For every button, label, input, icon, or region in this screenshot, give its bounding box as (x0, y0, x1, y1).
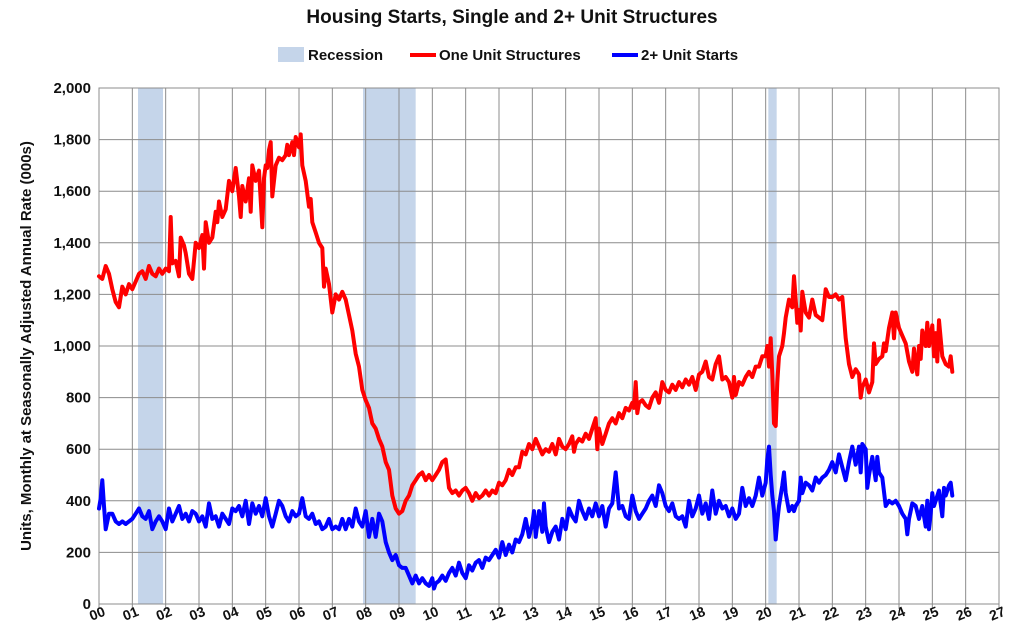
x-tick-label: 18 (687, 603, 708, 624)
x-tick-label: 02 (154, 603, 175, 624)
y-axis-label: Units, Monthly at Seasonally Adjusted An… (18, 141, 35, 551)
x-tick-label: 22 (820, 603, 841, 624)
x-tick-label: 25 (920, 603, 941, 624)
series-line-one-unit (97, 132, 955, 516)
chart-legend: Recession One Unit Structures 2+ Unit St… (278, 47, 738, 64)
x-tick-label: 16 (620, 603, 641, 624)
gridlines (99, 88, 999, 604)
y-tick-label: 1,800 (53, 132, 91, 149)
x-tick-label: 15 (587, 603, 608, 624)
y-tick-label: 2,000 (53, 80, 91, 97)
x-tick-label: 06 (287, 603, 308, 624)
plot-area-border (98, 87, 1000, 605)
x-tick-label: 00 (87, 603, 108, 624)
x-tick-label: 11 (454, 603, 474, 623)
y-axis-ticks: 0 200 400 600 800 1,000 1,200 1,400 1,600 1,800 2,… (53, 80, 91, 613)
x-tick-label: 14 (554, 603, 575, 624)
x-tick-label: 26 (954, 603, 975, 624)
legend-label-recession: Recession (308, 47, 383, 64)
y-tick-label: 200 (66, 544, 91, 561)
x-tick-label: 09 (387, 603, 408, 624)
y-tick-label: 1,000 (53, 338, 91, 355)
x-axis-ticks: 00 01 02 03 04 05 06 07 08 09 10 11 12 13 14 15 16 17 18 19… (87, 603, 1008, 624)
x-tick-label: 04 (220, 603, 241, 624)
x-tick-label: 10 (420, 603, 441, 624)
x-tick-label: 07 (320, 603, 341, 624)
x-tick-label: 23 (854, 603, 875, 624)
y-tick-label: 1,200 (53, 286, 91, 303)
y-tick-label: 1,400 (53, 235, 91, 252)
x-tick-label: 27 (987, 603, 1008, 624)
legend-swatch-recession (278, 47, 304, 62)
x-tick-label: 01 (120, 603, 141, 624)
x-tick-label: 24 (887, 603, 908, 624)
x-tick-label: 21 (787, 603, 808, 624)
x-tick-label: 20 (754, 603, 775, 624)
x-tick-label: 13 (520, 603, 541, 624)
legend-label-one-unit: One Unit Structures (439, 47, 581, 64)
x-tick-label: 12 (487, 603, 508, 624)
y-tick-label: 400 (66, 493, 91, 510)
x-tick-label: 17 (654, 603, 675, 624)
y-tick-label: 600 (66, 441, 91, 458)
series-line-multi-unit (97, 442, 955, 591)
y-tick-label: 0 (83, 596, 91, 613)
legend-label-multi-unit: 2+ Unit Starts (641, 47, 738, 64)
x-tick-label: 03 (187, 603, 208, 624)
y-tick-label: 800 (66, 390, 91, 407)
y-tick-label: 1,600 (53, 183, 91, 200)
x-tick-label: 19 (720, 603, 741, 624)
x-tick-label: 05 (254, 603, 275, 624)
series-lines (97, 132, 955, 591)
x-tick-label: 08 (354, 603, 375, 624)
chart-title: Housing Starts, Single and 2+ Unit Struc… (306, 7, 717, 28)
